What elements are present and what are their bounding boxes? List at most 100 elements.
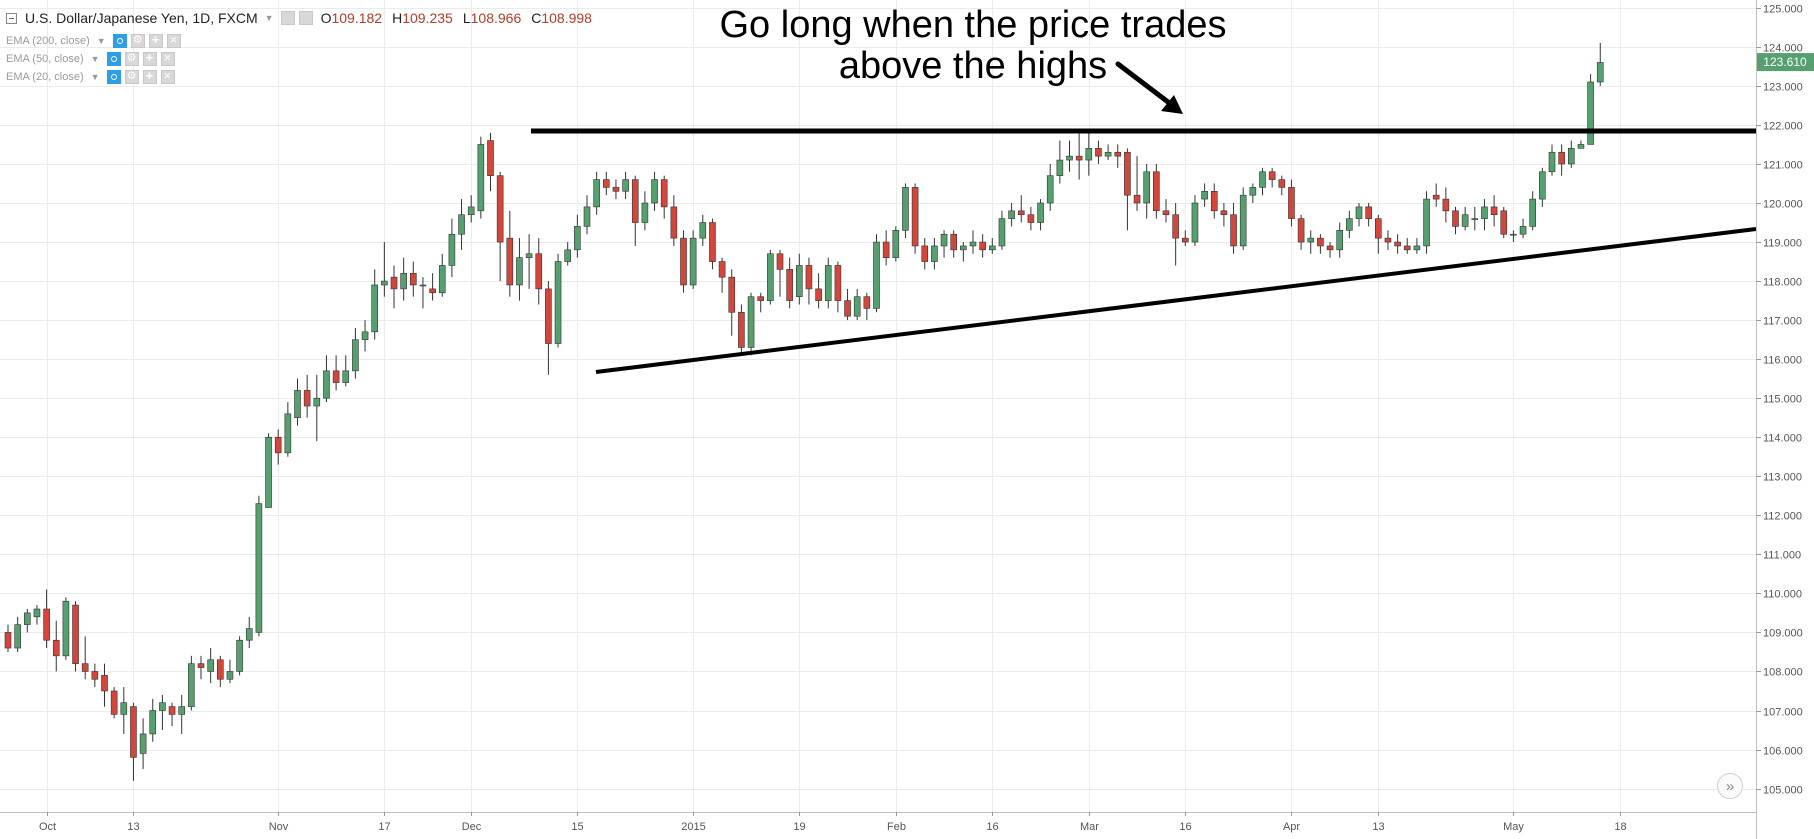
candle — [583, 195, 591, 235]
candle-body — [1268, 171, 1276, 180]
candle-body — [487, 140, 494, 176]
candle — [718, 257, 726, 293]
candle-body — [1519, 226, 1527, 235]
candle-body — [1201, 190, 1208, 200]
eye-icon[interactable] — [106, 70, 121, 84]
time-tick-label: Oct — [39, 821, 56, 833]
time-tick-label: Nov — [269, 821, 289, 833]
close-icon[interactable] — [166, 32, 181, 48]
candle — [1066, 140, 1073, 172]
candle-body — [1249, 187, 1257, 196]
candle — [72, 601, 79, 672]
candle — [52, 620, 60, 672]
candle — [43, 589, 50, 649]
plus-icon[interactable] — [142, 50, 157, 66]
candle — [1558, 144, 1565, 176]
close-icon[interactable] — [160, 68, 175, 84]
candle — [699, 214, 707, 246]
candle-body — [1500, 210, 1508, 235]
candle — [709, 218, 716, 270]
candle-body — [110, 690, 118, 715]
indicator-ema-20[interactable]: EMA (20, close) ▼ — [6, 68, 175, 84]
eye-icon[interactable] — [280, 11, 295, 25]
last-price-value: 123.610 — [1763, 55, 1807, 69]
candle — [795, 253, 803, 305]
candle — [1220, 203, 1228, 227]
gear-icon[interactable] — [298, 11, 313, 25]
candle — [564, 242, 572, 266]
plus-icon[interactable] — [148, 32, 163, 48]
candle-body — [1326, 245, 1334, 251]
candle-body — [1046, 175, 1054, 204]
candle-body — [776, 253, 784, 270]
candle — [1432, 183, 1440, 207]
candle-body — [1143, 171, 1150, 204]
candle — [622, 171, 629, 200]
candle-body — [574, 226, 581, 251]
candle — [824, 257, 832, 309]
scroll-to-realtime-button[interactable]: » — [1717, 773, 1743, 799]
candle-body — [680, 237, 687, 286]
candle — [342, 355, 350, 387]
candle — [1442, 187, 1450, 223]
candle-body — [168, 706, 176, 715]
candle — [1162, 199, 1170, 223]
chevron-down-icon[interactable]: ▼ — [96, 36, 106, 46]
candle — [178, 694, 185, 734]
candle-body — [1568, 148, 1575, 165]
candle-body — [265, 436, 272, 508]
candle-body — [554, 261, 562, 344]
candle — [1336, 222, 1343, 258]
candle — [1037, 199, 1044, 231]
candle-body — [207, 659, 214, 672]
candle-body — [844, 300, 851, 317]
gear-icon[interactable] — [124, 69, 139, 84]
candle — [1288, 179, 1295, 227]
gear-icon[interactable] — [130, 33, 145, 48]
candle — [1201, 183, 1208, 207]
candle — [361, 320, 369, 352]
candle — [1568, 140, 1575, 168]
price-tick-label: 117.000 — [1763, 316, 1802, 328]
candle — [545, 281, 552, 375]
candle-body — [419, 284, 427, 287]
candle — [467, 195, 475, 223]
price-tick-label: 109.000 — [1763, 628, 1803, 640]
candle — [535, 238, 543, 305]
collapse-legend-icon[interactable] — [6, 12, 17, 24]
price-tick-label: 106.000 — [1763, 746, 1803, 758]
time-axis[interactable]: Oct 13 Nov 17 Dec 15 2015 19 Feb 16 Mar 16 Apr 13 May 1… — [39, 812, 1627, 833]
candle-body — [940, 233, 948, 247]
candle-body — [429, 288, 436, 294]
candle — [438, 253, 446, 297]
candle — [487, 132, 494, 192]
chevron-down-icon[interactable]: ▼ — [90, 72, 100, 82]
candle — [1133, 156, 1141, 211]
eye-icon[interactable] — [106, 52, 121, 66]
candle — [882, 230, 890, 266]
gear-icon[interactable] — [124, 51, 139, 66]
candle — [130, 702, 137, 781]
time-tick-label: 16 — [1179, 821, 1191, 833]
price-tick-label: 116.000 — [1763, 355, 1802, 367]
chevron-down-icon[interactable]: ▼ — [90, 54, 100, 64]
time-tick-label: 2015 — [681, 821, 705, 833]
candle-body — [139, 733, 147, 754]
eye-icon[interactable] — [112, 34, 127, 48]
indicator-ema-200[interactable]: EMA (200, close) ▼ — [6, 32, 181, 48]
ascending-support-line[interactable] — [595, 227, 1757, 374]
chevron-down-icon[interactable]: ▼ — [264, 13, 274, 23]
candle — [390, 265, 398, 309]
candle-body — [709, 222, 716, 262]
annotation-arrow-shaft — [1115, 61, 1175, 108]
candle — [979, 234, 986, 258]
candle — [612, 179, 620, 200]
plus-icon[interactable] — [142, 68, 157, 84]
candle — [1394, 234, 1401, 254]
indicator-ema-50[interactable]: EMA (50, close) ▼ — [6, 50, 175, 66]
close-icon[interactable] — [160, 50, 175, 66]
candle — [91, 663, 99, 688]
candle — [409, 261, 417, 297]
price-axis[interactable]: 105.000 106.000 107.000 108.000 109.000 110.0… — [1756, 4, 1803, 797]
